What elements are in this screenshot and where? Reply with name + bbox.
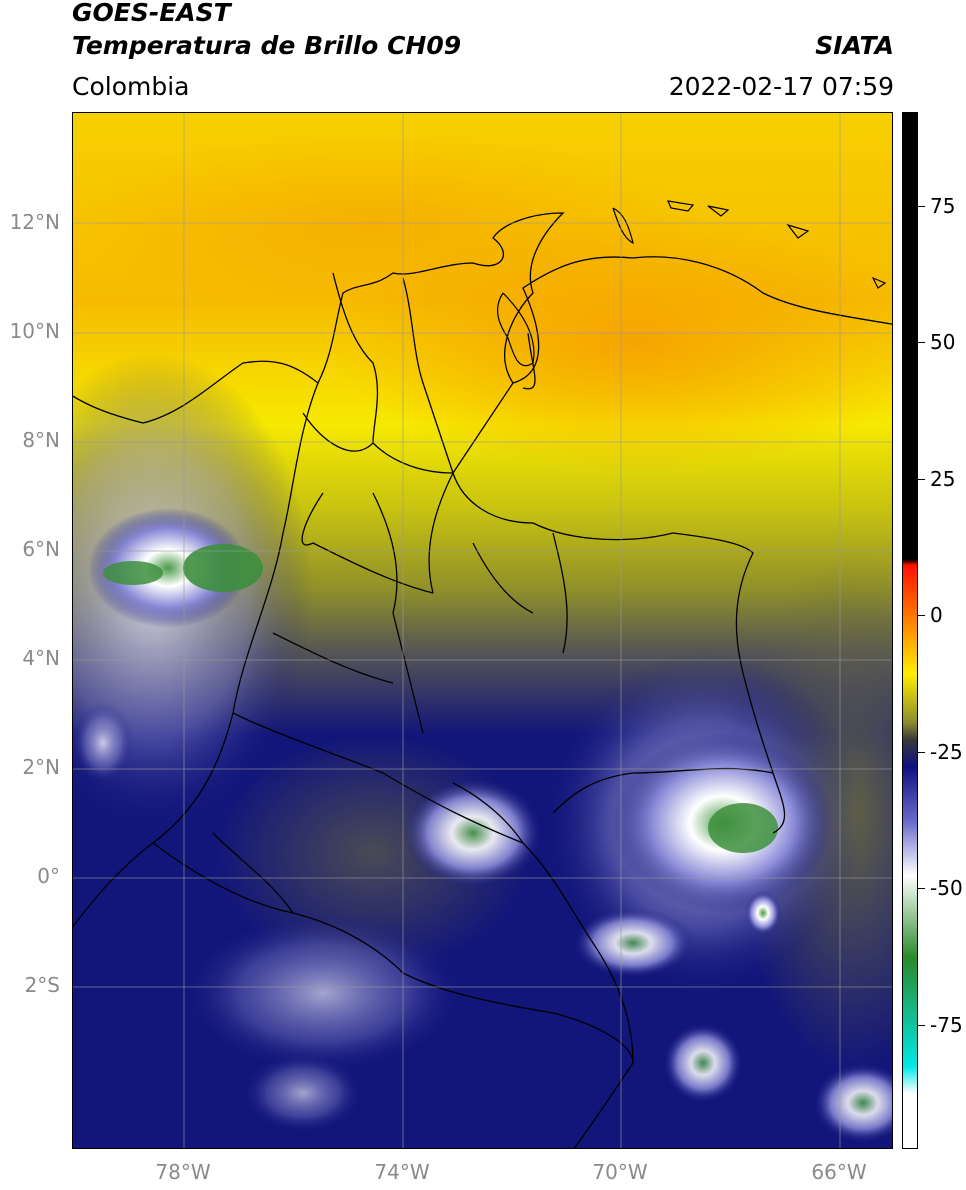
lat-label-8n: 8°N: [22, 428, 60, 452]
colorbar-label-75: 75: [930, 194, 956, 218]
colorbar-label-minus75: -75: [930, 1013, 963, 1037]
colorbar-tick: [918, 615, 925, 616]
lat-label-2n: 2°N: [22, 755, 60, 779]
colorbar-tick: [918, 479, 925, 480]
lat-label-12n: 12°N: [9, 210, 60, 234]
title-line-2: Temperatura de Brillo CH09: [72, 31, 462, 60]
timestamp: 2022-02-17 07:59: [668, 72, 894, 101]
colorbar-label-0: 0: [930, 603, 943, 627]
graticule: [73, 113, 892, 1148]
lon-label-70w: 70°W: [592, 1160, 648, 1184]
colorbar-tick: [918, 1025, 925, 1026]
lon-label-78w: 78°W: [155, 1160, 211, 1184]
colorbar-tick: [918, 752, 925, 753]
colorbar-label-minus25: -25: [930, 740, 963, 764]
colorbar-tick: [918, 206, 925, 207]
colorbar: [902, 112, 918, 1149]
colorbar-tick: [918, 888, 925, 889]
lon-label-66w: 66°W: [811, 1160, 867, 1184]
map-canvas: [73, 113, 892, 1148]
region-label: Colombia: [72, 72, 190, 101]
lat-label-2s: 2°S: [24, 973, 60, 997]
colorbar-label-minus50: -50: [930, 876, 963, 900]
lat-label-6n: 6°N: [22, 537, 60, 561]
colorbar-label-50: 50: [930, 330, 956, 354]
brand-label: SIATA: [815, 31, 894, 60]
colorbar-label-25: 25: [930, 467, 956, 491]
satellite-map[interactable]: [72, 112, 893, 1149]
colorbar-tick: [918, 342, 925, 343]
lon-label-74w: 74°W: [374, 1160, 430, 1184]
title-line-1: GOES-EAST: [72, 0, 231, 27]
lat-label-0: 0°: [37, 864, 60, 888]
lat-label-10n: 10°N: [9, 319, 60, 343]
lat-label-4n: 4°N: [22, 646, 60, 670]
